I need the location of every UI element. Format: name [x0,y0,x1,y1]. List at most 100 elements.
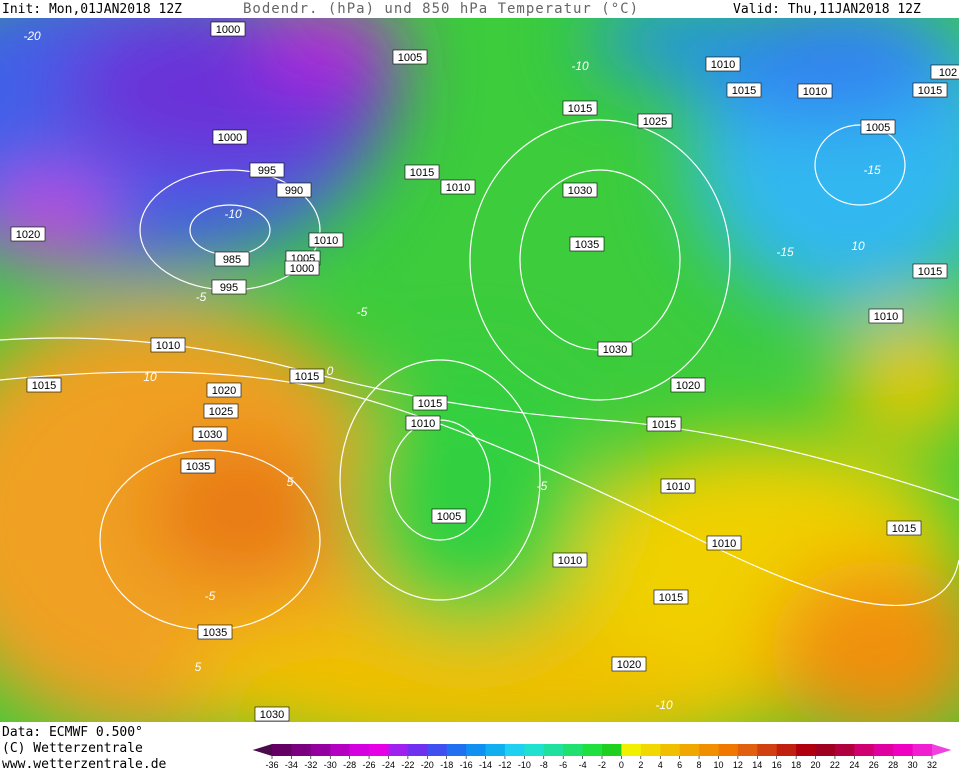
isobar-label-box [214,251,250,267]
isobar-label-box [912,263,948,279]
legend-arrow-right [932,744,952,756]
legend-swatch [310,744,331,756]
legend-swatch [699,744,719,756]
legend-tick-label: -6 [559,760,567,770]
legend-swatch [466,744,487,756]
isobar-label-box [868,308,904,324]
isobar-label-box [706,535,742,551]
legend-swatch [524,744,545,756]
legend-tick-label: -22 [401,760,414,770]
isobar-label-box [562,182,598,198]
legend-tick-label: -16 [460,760,473,770]
isobar-label-box [254,706,290,722]
legend-tick-label: 10 [713,760,723,770]
isobar-label: 1000 [218,132,242,144]
legend-swatch [640,744,661,756]
copyright: (C) Wetterzentrale [2,741,143,756]
legend-swatch [407,744,428,756]
isobar-label-box [392,49,428,65]
isobar-label: 1000 [216,24,240,36]
temperature-label: -10 [655,698,673,712]
legend-swatch [718,744,739,756]
legend-arrow-left [252,744,272,756]
isobar-label: 1015 [418,398,442,410]
isobar-label-box [212,129,248,145]
legend-swatch [427,744,448,756]
legend-swatch [563,744,584,756]
isobar-label-box [249,162,285,178]
isobar-label-box [276,182,312,198]
legend-tick-label: -28 [343,760,356,770]
legend-tick-label: -12 [498,760,511,770]
legend-tick-label: 20 [811,760,821,770]
legend-swatch [602,744,622,756]
isobar-label-box [886,520,922,536]
legend-swatch [446,744,467,756]
isobar-label: 1005 [398,52,422,64]
isobar-label: 1005 [437,511,461,523]
isobar-label-box [289,368,325,384]
data-source: Data: ECMWF 0.500° [2,725,143,740]
isobar-label: 995 [258,165,276,177]
legend-tick-label: -8 [540,760,548,770]
temperature-label: 5 [287,475,294,489]
legend-swatch [272,744,292,756]
temperature-label: -5 [205,589,216,603]
temperature-label: 10 [851,239,865,253]
isobar-label: 1015 [892,523,916,535]
isobar-label-box [431,508,467,524]
isobar-label-box [150,337,186,353]
legend-tick-label: -18 [440,760,453,770]
isobar-label: 1005 [866,122,890,134]
isobar-label: 1020 [212,385,236,397]
isobar-label-box [404,164,440,180]
legend-swatch [757,744,778,756]
legend-tick-label: 22 [830,760,840,770]
isobar-label: 1030 [260,709,284,721]
init-label: Init: Mon,01JAN2018 12Z [2,2,182,17]
legend-tick-label: 4 [658,760,663,770]
temperature-label: -15 [863,163,881,177]
legend-tick-label: 32 [927,760,937,770]
valid-label: Valid: Thu,11JAN2018 12Z [733,2,921,17]
legend-tick-label: -14 [479,760,492,770]
legend-swatch [834,744,855,756]
legend-swatch [330,744,351,756]
isobar-label-box [26,377,62,393]
isobar-label: 1000 [290,263,314,275]
isobar-label: 1015 [410,167,434,179]
legend-swatch [582,744,603,756]
legend-swatch [388,744,409,756]
legend-swatch [737,744,758,756]
isobar-label-box [930,64,959,80]
isobar-label-box [726,82,762,98]
isobar-label-box [797,83,833,99]
legend-swatch [369,744,389,756]
temperature-label: 10 [143,370,157,384]
legend-swatch [485,744,506,756]
temperature-label: -5 [537,479,548,493]
legend-swatch [873,744,894,756]
legend-tick-label: 16 [772,760,782,770]
legend-tick-label: -34 [285,760,298,770]
legend-swatch [543,744,564,756]
isobar-label: 1025 [643,116,667,128]
legend-tick-label: -4 [579,760,587,770]
legend-tick-label: 0 [619,760,624,770]
isobar-label-box [206,382,242,398]
isobar-label-box [912,82,948,98]
temperature-label: -10 [571,59,589,73]
isobar-label-box [405,415,441,431]
isobar-label: 1010 [874,311,898,323]
isobar-label-box [637,113,673,129]
isobar-label: 985 [223,254,241,266]
isobar-label: 990 [285,185,303,197]
isobar-label-box [412,395,448,411]
isobar-label-box [210,21,246,37]
isobar-label: 1010 [411,418,435,430]
legend-swatch [504,744,525,756]
isobar-label-box [562,100,598,116]
isobar-label: 1020 [676,380,700,392]
